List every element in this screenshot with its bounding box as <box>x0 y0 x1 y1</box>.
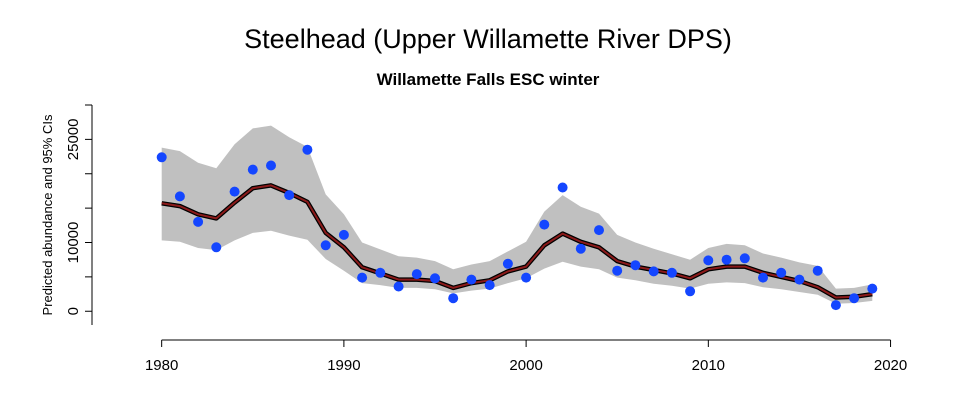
data-point <box>320 240 331 251</box>
y-axis-label: Predicted abundance and 95% CIs <box>40 114 55 315</box>
y-tick-label: 0 <box>65 307 82 315</box>
data-point <box>247 164 258 175</box>
data-point <box>430 273 440 284</box>
estimate-line <box>161 184 873 299</box>
data-point <box>393 281 404 292</box>
y-tick-label: 25000 <box>65 119 82 161</box>
data-point <box>812 265 823 276</box>
x-tick-label: 1990 <box>327 357 360 374</box>
data-point <box>211 242 222 253</box>
data-point <box>266 160 276 171</box>
data-point <box>849 293 860 304</box>
y-tick-label: 10000 <box>65 222 82 264</box>
data-point <box>375 267 386 278</box>
chart-title: Steelhead (Upper Willamette River DPS) <box>244 24 732 54</box>
data-point <box>302 144 313 155</box>
data-point <box>648 266 659 277</box>
data-point <box>229 186 240 197</box>
x-tick-label: 2000 <box>509 357 542 374</box>
data-point <box>193 216 204 227</box>
data-point <box>721 254 732 265</box>
data-point <box>630 260 641 271</box>
x-tick-label: 1980 <box>145 357 178 374</box>
data-point <box>867 283 878 294</box>
data-point <box>575 243 586 254</box>
data-point <box>557 182 568 193</box>
data-point <box>466 274 477 285</box>
data-point <box>830 300 841 311</box>
data-point <box>521 272 532 283</box>
data-point <box>612 265 623 276</box>
data-point <box>357 272 368 283</box>
data-point <box>502 258 513 269</box>
data-point <box>539 219 550 230</box>
data-point <box>794 274 805 285</box>
data-point <box>666 267 677 278</box>
x-tick-label: 2020 <box>874 357 907 374</box>
x-tick-label: 2010 <box>692 357 725 374</box>
data-point <box>703 255 714 266</box>
chart-subtitle: Willamette Falls ESC winter <box>376 70 600 89</box>
confidence-band <box>161 125 873 304</box>
data-point <box>739 253 750 264</box>
data-point <box>758 272 768 283</box>
data-point <box>484 280 495 291</box>
data-point <box>284 190 295 201</box>
data-point <box>338 229 349 240</box>
data-point <box>776 267 787 278</box>
data-point <box>594 225 604 236</box>
data-point <box>174 191 185 202</box>
data-point <box>448 293 459 304</box>
data-point <box>156 152 167 163</box>
data-point <box>685 286 696 297</box>
data-point <box>411 269 422 280</box>
